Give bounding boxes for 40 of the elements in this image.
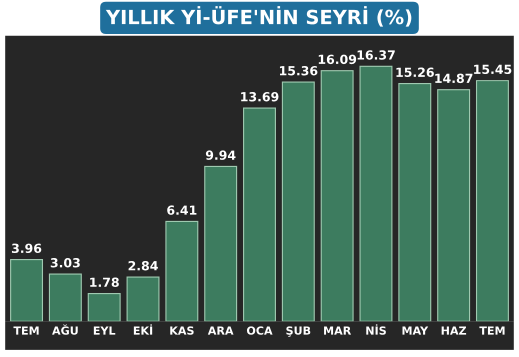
bar — [204, 166, 238, 322]
x-tick-label: TEM — [13, 326, 39, 335]
bar — [126, 276, 160, 322]
x-tick-label: OCA — [246, 326, 273, 335]
bar — [88, 293, 121, 322]
data-label: 13.69 — [241, 92, 278, 102]
bar — [282, 81, 315, 322]
x-tick-label: NİS — [366, 324, 386, 335]
x-tick-label: MAR — [324, 326, 352, 335]
bar — [437, 89, 470, 322]
bar — [360, 66, 392, 322]
x-tick-label: ŞUB — [286, 326, 310, 337]
bar — [165, 220, 198, 322]
bar — [10, 259, 44, 322]
bar — [476, 80, 509, 322]
data-label: 15.45 — [474, 64, 512, 74]
bar — [320, 70, 354, 322]
x-tick-label: AĞU — [52, 324, 78, 335]
data-label: 15.36 — [280, 66, 318, 76]
data-label: 15.26 — [396, 68, 434, 77]
bar — [398, 83, 432, 322]
data-label: 14.87 — [435, 74, 472, 84]
data-label: 9.94 — [206, 150, 236, 160]
x-tick-label: MAY — [402, 326, 428, 335]
x-tick-label: TEM — [479, 326, 505, 335]
data-label: 6.41 — [167, 205, 196, 215]
x-tick-label: EYL — [94, 326, 116, 335]
data-label: 2.84 — [128, 261, 158, 270]
x-tick-label: HAZ — [442, 326, 466, 335]
bar — [243, 107, 276, 322]
data-label: 16.37 — [358, 50, 395, 60]
x-tick-label: KAS — [170, 326, 194, 335]
x-tick-label: ARA — [208, 326, 234, 335]
data-label: 3.03 — [50, 258, 80, 268]
chart-title: YILLIK Yİ-ÜFE'NİN SEYRİ (%) — [106, 6, 412, 27]
bar — [48, 274, 82, 322]
data-label: 1.78 — [90, 278, 119, 287]
data-label: 3.96 — [12, 244, 42, 254]
data-label: 16.09 — [318, 54, 356, 64]
x-tick-label: EKİ — [134, 324, 152, 335]
